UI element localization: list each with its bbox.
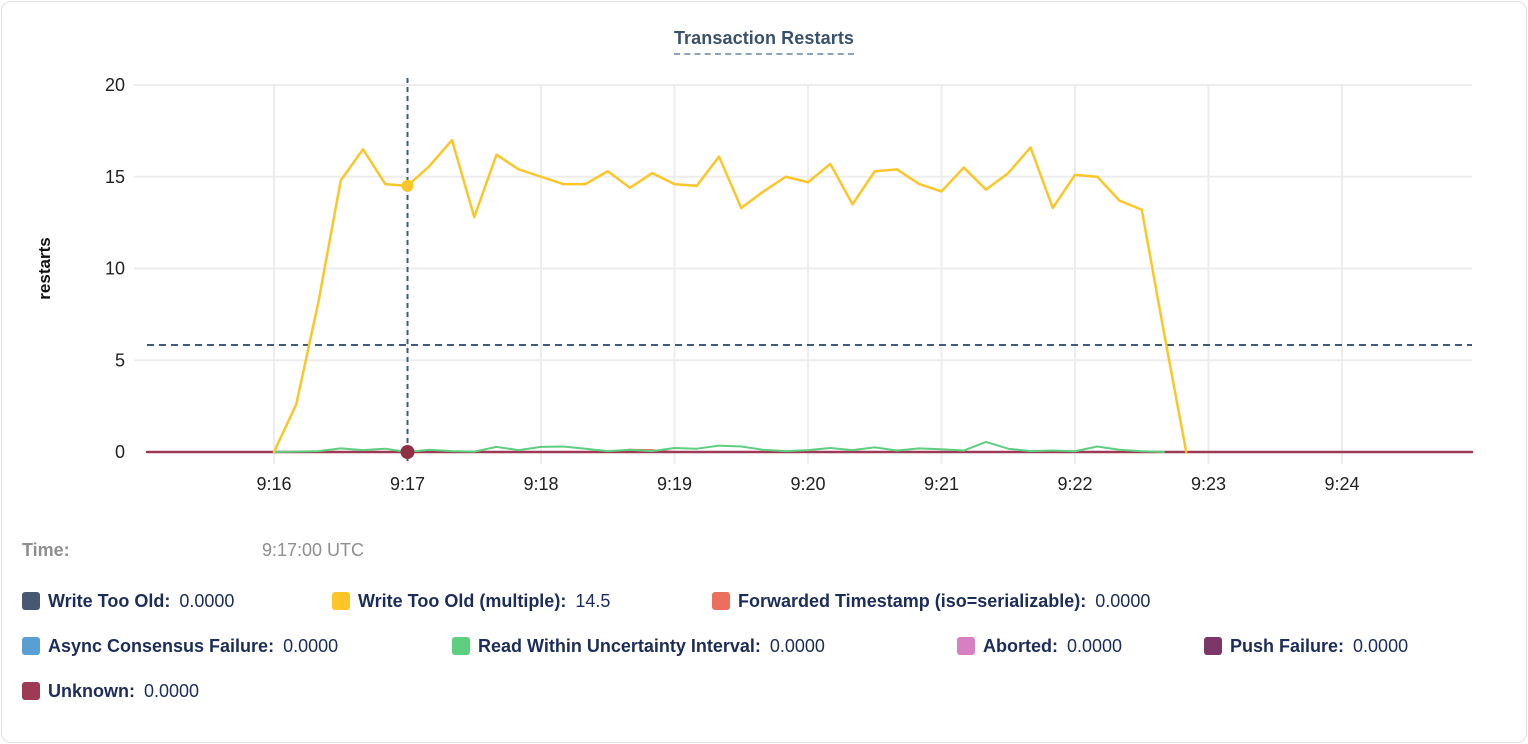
legend-value: 0.0000 <box>179 590 235 611</box>
y-tick-label: 20 <box>105 75 125 95</box>
y-tick-label: 10 <box>105 259 125 279</box>
y-axis-title: restarts <box>35 237 54 299</box>
legend-row: Async Consensus Failure: 0.0000 Read Withi… <box>2 635 1526 661</box>
x-tick-label: 9:23 <box>1191 474 1226 494</box>
legend-swatch <box>1204 637 1222 655</box>
legend-item-read-within-uncertainty-interval: Read Within Uncertainty Interval: 0.0000 <box>452 635 825 657</box>
legend-swatch <box>22 637 40 655</box>
x-tick-label: 9:21 <box>924 474 959 494</box>
tooltip-time-label: Time: <box>22 540 70 560</box>
legend-value: 0.0000 <box>769 635 825 656</box>
legend-value: 0.0000 <box>1095 590 1151 611</box>
legend-label: Write Too Old: <box>48 590 171 611</box>
y-tick-label: 15 <box>105 167 125 187</box>
legend-label: Forwarded Timestamp (iso=serializable): <box>738 590 1087 611</box>
hover-guides <box>147 78 1472 462</box>
x-tick-label: 9:24 <box>1324 474 1359 494</box>
chart-gridlines <box>134 84 1472 464</box>
x-tick-label: 9:20 <box>790 474 825 494</box>
series-line-write-too-old-multiple- <box>272 138 1188 454</box>
legend-item-push-failure: Push Failure: 0.0000 <box>1204 635 1408 657</box>
legend-value: 14.5 <box>575 590 611 611</box>
hover-marker-write-too-old-multiple- <box>401 179 414 192</box>
legend-swatch <box>452 637 470 655</box>
legend-row: Write Too Old: 0.0000 Write Too Old (multi… <box>2 590 1526 616</box>
series-line-read-within-uncertainty-interval <box>273 440 1165 453</box>
hover-marker-unknown <box>400 445 415 459</box>
legend-swatch <box>22 592 40 610</box>
legend-item-forwarded-timestamp-iso-serializable: Forwarded Timestamp (iso=serializable): 0… <box>712 590 1150 612</box>
tooltip-time-value: 9:17:00 UTC <box>262 540 365 560</box>
legend-item-unknown: Unknown: 0.0000 <box>22 680 199 702</box>
legend-label: Unknown: <box>48 680 135 701</box>
x-tick-label: 9:19 <box>657 474 692 494</box>
legend-value: 0.0000 <box>283 635 339 656</box>
hover-markers <box>400 179 415 459</box>
legend-swatch <box>957 637 975 655</box>
legend-swatch <box>712 592 730 610</box>
transaction-restarts-chart[interactable]: 0 5 10 15 20 9:16 9:17 9:18 9:19 9:20 9:21 9:22 9:23… <box>2 2 1528 522</box>
legend-row: Unknown: 0.0000 <box>2 680 1526 706</box>
legend-value: 0.0000 <box>1067 635 1123 656</box>
legend-item-async-consensus-failure: Async Consensus Failure: 0.0000 <box>22 635 338 657</box>
chart-axis-labels: 0 5 10 15 20 9:16 9:17 9:18 9:19 9:20 9:21 9:22 9:23… <box>35 75 1360 494</box>
legend-item-write-too-old-multiple: Write Too Old (multiple): 14.5 <box>332 590 610 612</box>
legend-label: Async Consensus Failure: <box>48 635 275 656</box>
chart-series <box>145 138 1474 454</box>
legend-swatch <box>22 682 40 700</box>
legend-label: Push Failure: <box>1230 635 1345 656</box>
legend-swatch <box>332 592 350 610</box>
legend-value: 0.0000 <box>1353 635 1409 656</box>
legend-label: Aborted: <box>983 635 1058 656</box>
x-tick-label: 9:17 <box>390 474 425 494</box>
x-tick-label: 9:18 <box>523 474 558 494</box>
y-tick-label: 5 <box>115 350 125 370</box>
chart-title-wrap: Transaction Restarts <box>2 28 1526 55</box>
legend-item-aborted: Aborted: 0.0000 <box>957 635 1122 657</box>
x-tick-label: 9:22 <box>1057 474 1092 494</box>
y-tick-label: 0 <box>115 442 125 462</box>
x-tick-label: 9:16 <box>256 474 291 494</box>
legend-label: Read Within Uncertainty Interval: <box>478 635 761 656</box>
legend-item-write-too-old: Write Too Old: 0.0000 <box>22 590 234 612</box>
legend-label: Write Too Old (multiple): <box>358 590 567 611</box>
legend-value: 0.0000 <box>144 680 200 701</box>
chart-title: Transaction Restarts <box>673 28 855 55</box>
